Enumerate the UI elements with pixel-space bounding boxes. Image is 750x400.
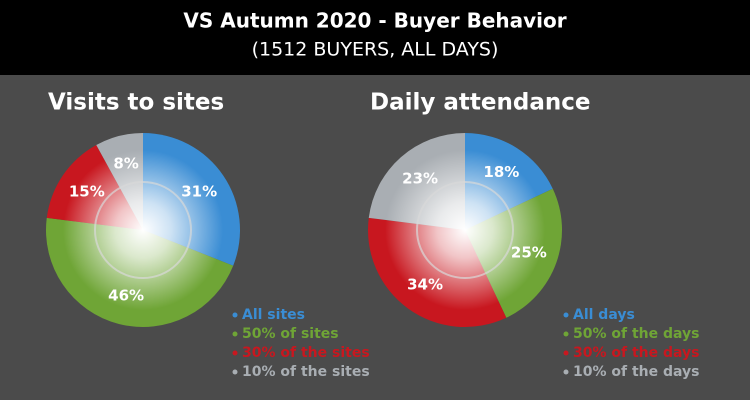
legend-bullet — [232, 350, 238, 356]
center-ring — [94, 181, 192, 279]
legend-label: All days — [573, 307, 635, 323]
page-title: VS Autumn 2020 - Buyer Behavior — [183, 9, 566, 33]
legend-bullet — [232, 312, 238, 318]
value-label: 25% — [511, 244, 547, 262]
chart-title: Daily attendance — [370, 90, 590, 116]
header-band — [0, 0, 750, 75]
page-subtitle: (1512 BUYERS, ALL DAYS) — [252, 39, 499, 61]
legend-bullet — [232, 369, 238, 375]
center-glow — [385, 150, 545, 310]
legend-bullet — [563, 350, 569, 356]
center-glow — [63, 150, 223, 310]
value-label: 23% — [402, 170, 438, 188]
legend-label: 30% of the sites — [242, 345, 370, 361]
value-label: 31% — [181, 182, 217, 200]
legend-label: All sites — [242, 307, 305, 323]
value-label: 46% — [108, 286, 144, 304]
legend-bullet — [563, 369, 569, 375]
value-label: 8% — [113, 155, 138, 173]
legend-label: 10% of the sites — [242, 364, 370, 380]
value-label: 15% — [69, 182, 105, 200]
chart-title: Visits to sites — [48, 90, 224, 116]
value-label: 34% — [407, 275, 443, 293]
legend-label: 10% of the days — [573, 364, 700, 380]
legend-bullet — [232, 331, 238, 337]
legend-label: 30% of the days — [573, 345, 700, 361]
legend-label: 50% of the days — [573, 326, 700, 342]
value-label: 18% — [483, 163, 519, 181]
legend-label: 50% of sites — [242, 326, 339, 342]
legend-bullet — [563, 331, 569, 337]
center-ring — [416, 181, 514, 279]
legend-bullet — [563, 312, 569, 318]
